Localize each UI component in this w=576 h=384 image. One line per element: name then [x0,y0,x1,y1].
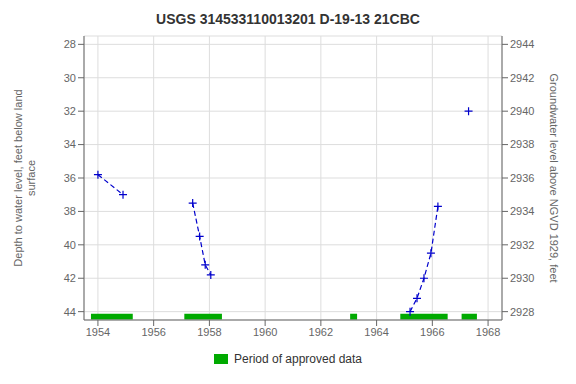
svg-text:1966: 1966 [420,326,444,338]
svg-text:2930: 2930 [510,272,534,284]
svg-text:38: 38 [64,205,76,217]
svg-text:2932: 2932 [510,239,534,251]
svg-text:1958: 1958 [197,326,221,338]
svg-text:40: 40 [64,239,76,251]
svg-text:2928: 2928 [510,306,534,318]
svg-text:36: 36 [64,172,76,184]
svg-text:32: 32 [64,105,76,117]
svg-text:42: 42 [64,272,76,284]
svg-text:Groundwater level above NGVD 1: Groundwater level above NGVD 1929, feet [548,73,560,282]
svg-text:1956: 1956 [141,326,165,338]
svg-text:2944: 2944 [510,38,534,50]
svg-text:1962: 1962 [309,326,333,338]
svg-text:1968: 1968 [476,326,500,338]
svg-text:1964: 1964 [364,326,388,338]
svg-text:1954: 1954 [86,326,110,338]
svg-text:28: 28 [64,38,76,50]
svg-text:Depth to water level, feet bel: Depth to water level, feet below landsur… [12,89,37,266]
svg-text:30: 30 [64,72,76,84]
svg-text:2934: 2934 [510,205,534,217]
svg-text:2938: 2938 [510,138,534,150]
html-text:Period of approved data: Period of approved data [234,352,362,366]
svg-text:34: 34 [64,138,76,150]
svg-text:2936: 2936 [510,172,534,184]
svg-text:1960: 1960 [253,326,277,338]
svg-text:2942: 2942 [510,72,534,84]
html-text:USGS 314533110013201 D-19-13 2: USGS 314533110013201 D-19-13 21CBC [156,11,420,27]
svg-text:2940: 2940 [510,105,534,117]
svg-text:44: 44 [64,306,76,318]
